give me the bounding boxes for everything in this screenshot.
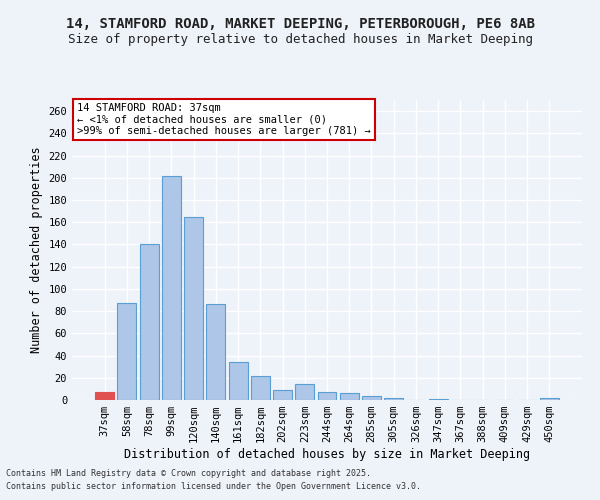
Y-axis label: Number of detached properties: Number of detached properties <box>30 146 43 354</box>
Bar <box>184 216 203 400</box>
Text: 14 STAMFORD ROAD: 37sqm
← <1% of detached houses are smaller (0)
>99% of semi-de: 14 STAMFORD ROAD: 37sqm ← <1% of detache… <box>77 103 371 136</box>
Bar <box>340 394 359 400</box>
Text: 14, STAMFORD ROAD, MARKET DEEPING, PETERBOROUGH, PE6 8AB: 14, STAMFORD ROAD, MARKET DEEPING, PETER… <box>65 18 535 32</box>
Bar <box>118 304 136 400</box>
Bar <box>162 176 181 400</box>
Bar <box>295 384 314 400</box>
Text: Contains public sector information licensed under the Open Government Licence v3: Contains public sector information licen… <box>6 482 421 491</box>
Bar <box>251 376 270 400</box>
Bar <box>317 392 337 400</box>
Bar <box>95 392 114 400</box>
Bar <box>273 390 292 400</box>
Bar <box>384 398 403 400</box>
X-axis label: Distribution of detached houses by size in Market Deeping: Distribution of detached houses by size … <box>124 448 530 461</box>
Bar <box>429 399 448 400</box>
Bar <box>362 396 381 400</box>
Bar <box>540 398 559 400</box>
Bar <box>206 304 225 400</box>
Text: Contains HM Land Registry data © Crown copyright and database right 2025.: Contains HM Land Registry data © Crown c… <box>6 468 371 477</box>
Bar <box>229 362 248 400</box>
Bar <box>140 244 158 400</box>
Text: Size of property relative to detached houses in Market Deeping: Size of property relative to detached ho… <box>67 32 533 46</box>
